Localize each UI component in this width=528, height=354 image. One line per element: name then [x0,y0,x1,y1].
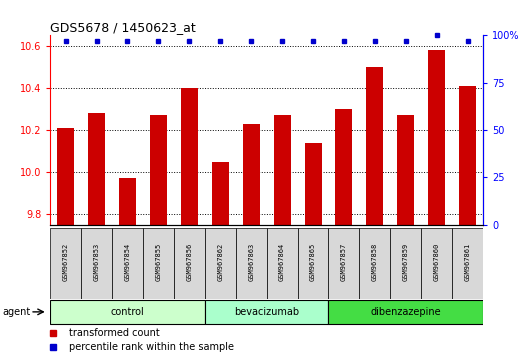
Bar [57,128,74,225]
Text: GSM967865: GSM967865 [310,243,316,281]
Text: agent: agent [3,307,31,317]
Text: GSM967864: GSM967864 [279,243,285,281]
Bar [112,228,143,299]
Bar [428,50,445,225]
Bar [366,67,383,225]
Text: control: control [110,307,144,317]
Bar [181,88,198,225]
Text: transformed count: transformed count [69,328,159,338]
Text: GSM967856: GSM967856 [186,243,192,281]
Bar [274,115,290,225]
Text: GSM967861: GSM967861 [465,243,470,281]
Bar [360,228,390,299]
Bar [421,228,452,299]
Text: GSM967854: GSM967854 [125,243,130,281]
Bar [243,124,260,225]
Bar [88,113,105,225]
Bar [205,228,235,299]
Bar [305,143,322,225]
Text: GSM967863: GSM967863 [248,243,254,281]
Bar [143,228,174,299]
Text: dibenzazepine: dibenzazepine [371,307,441,317]
Bar [390,228,421,299]
Text: bevacizumab: bevacizumab [234,307,299,317]
Bar [212,162,229,225]
Text: GSM967860: GSM967860 [433,243,440,281]
Text: GSM967857: GSM967857 [341,243,347,281]
Bar [50,301,205,324]
Bar [328,301,483,324]
Bar [459,86,476,225]
Bar [205,301,328,324]
Bar [335,109,353,225]
Text: GDS5678 / 1450623_at: GDS5678 / 1450623_at [50,21,196,34]
Bar [397,115,414,225]
Bar [267,228,298,299]
Bar [119,178,136,225]
Text: GSM967859: GSM967859 [403,243,409,281]
Text: GSM967853: GSM967853 [93,243,100,281]
Text: percentile rank within the sample: percentile rank within the sample [69,342,233,353]
Bar [150,115,167,225]
Bar [50,228,81,299]
Bar [298,228,328,299]
Bar [81,228,112,299]
Text: GSM967858: GSM967858 [372,243,378,281]
Bar [174,228,205,299]
Text: GSM967852: GSM967852 [63,243,69,281]
Text: GSM967855: GSM967855 [155,243,162,281]
Text: GSM967862: GSM967862 [217,243,223,281]
Bar [328,228,360,299]
Bar [452,228,483,299]
Bar [235,228,267,299]
